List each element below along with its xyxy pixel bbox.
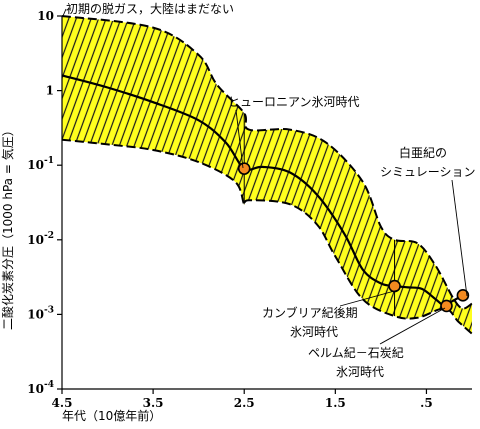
annotation-huronian: ヒューロニアン氷河時代: [228, 95, 360, 109]
y-tick-label-1: 1: [46, 84, 54, 98]
annotation-cretaceous-1: 白亜紀の: [399, 145, 447, 160]
annotation-cambrian-1: カンブリア紀後期: [262, 305, 358, 320]
y-ticks: 10 1 10-1 10-2 10-3 10-4: [27, 9, 62, 396]
x-tick-label-4: .5: [420, 396, 433, 410]
leader-cretaceous: [451, 179, 468, 297]
data-point-3: [456, 289, 470, 302]
leader-lines: [62, 8, 468, 345]
annotation-permian-1: ペルム紀－石炭紀: [308, 346, 404, 360]
annotation-cambrian-2: 氷河時代: [290, 325, 338, 339]
x-tick-label-2: 2.5: [234, 396, 255, 410]
y-tick-label-4: 10-3: [27, 305, 54, 321]
uncertainty-band: [61, 15, 473, 335]
y-tick-label-3: 10-2: [27, 231, 54, 247]
leader-permian: [379, 307, 446, 345]
leader-early: [62, 8, 67, 17]
annotation-permian-2: 氷河時代: [336, 365, 384, 379]
y-tick-label-2: 10-1: [27, 156, 54, 172]
band-upper-edge: [61, 15, 473, 310]
annotation-cretaceous-2: シミュレーション: [380, 165, 476, 179]
y-tick-label-0: 10: [37, 9, 54, 23]
leader-huronian: [235, 109, 244, 169]
leader-cambrian: [339, 289, 399, 307]
x-tick-label-1: 3.5: [143, 396, 164, 410]
x-ticks: 4.5 3.5 2.5 1.5 .5: [52, 389, 433, 410]
x-tick-label-3: 1.5: [325, 396, 346, 410]
y-tick-label-5: 10-4: [27, 380, 54, 396]
y-axis-title: 二酸化炭素分圧（1000 hPa = 気圧）: [0, 124, 15, 330]
x-tick-label-0: 4.5: [52, 396, 73, 410]
x-axis-title: 年代（10億年前）: [62, 408, 161, 423]
data-point-1: [388, 279, 401, 293]
data-point-0: [237, 162, 251, 175]
data-points: [237, 162, 470, 313]
annotation-early-outgassing: 初期の脱ガス，大陸はまだない: [66, 1, 234, 16]
band-fill: [62, 16, 472, 334]
axes: [61, 16, 472, 390]
